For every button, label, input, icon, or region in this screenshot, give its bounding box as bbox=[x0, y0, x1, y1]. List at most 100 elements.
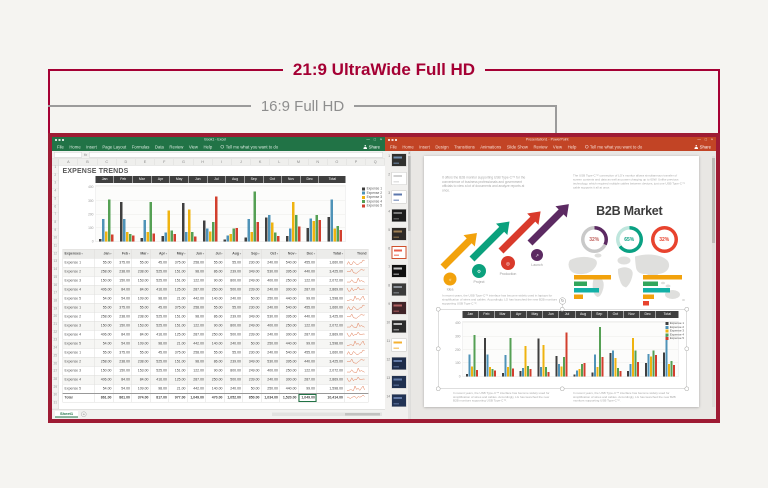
table-cell[interactable]: 349.00 bbox=[242, 312, 262, 322]
table-cell[interactable]: 98.00 bbox=[150, 294, 169, 304]
table-cell[interactable]: 300.00 bbox=[279, 330, 299, 340]
table-cell[interactable]: 300.00 bbox=[279, 375, 299, 385]
table-cell[interactable]: 1,052.00 bbox=[224, 392, 243, 403]
table-header-sep[interactable]: Sep ▾ bbox=[242, 249, 262, 259]
table-cell[interactable]: 125.00 bbox=[168, 330, 188, 340]
table-cell[interactable]: 122.00 bbox=[298, 321, 317, 331]
table-cell[interactable]: 525.00 bbox=[150, 366, 169, 376]
row-header-13[interactable]: 13 bbox=[52, 260, 59, 268]
table-cell[interactable]: 440.00 bbox=[279, 339, 299, 349]
table-cell[interactable]: 240.00 bbox=[261, 348, 280, 358]
table-cell[interactable]: 1,660.00 bbox=[316, 258, 345, 268]
table-cell[interactable]: 400.00 bbox=[261, 321, 280, 331]
row-header-4[interactable]: 4 bbox=[52, 189, 59, 197]
table-cell[interactable]: Expense 4 bbox=[62, 375, 95, 385]
table-cell[interactable]: 395.00 bbox=[279, 267, 299, 277]
scroll-up-icon[interactable]: ▲ bbox=[408, 151, 411, 155]
table-header-aug[interactable]: Aug ▾ bbox=[224, 249, 243, 259]
row-header-10[interactable]: 10 bbox=[52, 236, 59, 245]
table-cell[interactable]: 21.00 bbox=[168, 339, 188, 349]
filter-arrow-icon[interactable]: ▾ bbox=[128, 252, 130, 256]
table-cell[interactable]: 258.00 bbox=[94, 357, 114, 367]
table-cell[interactable]: 153.00 bbox=[131, 366, 151, 376]
slide-thumbnail-2[interactable]: 2 bbox=[385, 171, 411, 190]
table-cell[interactable]: 500.00 bbox=[224, 375, 243, 385]
table-cell[interactable]: 54.00 bbox=[113, 339, 132, 349]
row-header-14[interactable]: 14 bbox=[52, 268, 59, 276]
table-cell[interactable]: 239.00 bbox=[242, 285, 262, 295]
table-cell[interactable]: 440.00 bbox=[298, 312, 317, 322]
table-cell[interactable]: 98.00 bbox=[187, 267, 206, 277]
slide-thumbnail-14[interactable]: 14 bbox=[385, 393, 411, 412]
table-cell[interactable]: 84.00 bbox=[131, 330, 151, 340]
table-cell[interactable]: 800.00 bbox=[224, 321, 243, 331]
table-cell[interactable]: 140.00 bbox=[205, 384, 225, 394]
table-cell[interactable]: 55.00 bbox=[205, 303, 225, 313]
table-cell[interactable]: 55.00 bbox=[131, 258, 151, 268]
table-cell[interactable]: 151.00 bbox=[168, 357, 188, 367]
selection-handle[interactable] bbox=[560, 307, 565, 312]
table-cell[interactable]: 375.00 bbox=[168, 258, 188, 268]
table-cell[interactable]: 55.00 bbox=[131, 348, 151, 358]
table-cell[interactable]: 258.00 bbox=[94, 312, 114, 322]
table-cell[interactable]: 84.00 bbox=[131, 285, 151, 295]
table-cell[interactable]: 800.00 bbox=[224, 276, 243, 286]
selection-handle[interactable] bbox=[436, 307, 441, 312]
table-header-nov[interactable]: Nov ▾ bbox=[279, 249, 299, 259]
table-cell[interactable]: 540.00 bbox=[279, 258, 299, 268]
column-header-D[interactable]: D bbox=[117, 159, 136, 165]
table-cell[interactable]: 1,049.00 bbox=[187, 392, 206, 403]
table-cell[interactable]: 3,425.00 bbox=[316, 357, 345, 367]
table-cell[interactable]: 125.00 bbox=[168, 285, 188, 295]
slide-thumbnail-4[interactable]: 4 bbox=[385, 208, 411, 227]
table-cell[interactable]: 1,049.00 bbox=[298, 392, 317, 403]
table-cell[interactable]: 239.00 bbox=[242, 375, 262, 385]
menu-item-home[interactable]: Home bbox=[402, 144, 414, 150]
table-cell[interactable]: Expense 4 bbox=[62, 330, 95, 340]
table-cell[interactable]: 500.00 bbox=[224, 285, 243, 295]
table-cell[interactable]: 1,520.00 bbox=[279, 392, 299, 403]
table-cell[interactable]: 1,598.00 bbox=[316, 384, 345, 394]
table-cell[interactable]: 238.00 bbox=[131, 312, 151, 322]
table-cell[interactable]: 500.00 bbox=[224, 330, 243, 340]
slide-canvas[interactable]: It offers the B2B monitor supporting USB… bbox=[424, 156, 699, 407]
filter-arrow-icon[interactable]: ▾ bbox=[146, 252, 149, 256]
table-cell[interactable]: 2,072.00 bbox=[316, 366, 345, 376]
table-header-total[interactable]: Total ▾ bbox=[316, 249, 345, 259]
table-cell[interactable]: 525.00 bbox=[150, 267, 169, 277]
row-header-8[interactable]: 8 bbox=[52, 220, 59, 229]
table-cell[interactable]: 440.00 bbox=[279, 294, 299, 304]
table-cell[interactable]: 239.00 bbox=[242, 330, 262, 340]
table-header-mar[interactable]: Mar ▾ bbox=[131, 249, 151, 259]
menu-item-animations[interactable]: Animations bbox=[480, 144, 502, 150]
table-cell[interactable]: 250.00 bbox=[205, 375, 225, 385]
table-cell[interactable]: 258.00 bbox=[187, 303, 206, 313]
table-cell[interactable]: 99.00 bbox=[298, 294, 317, 304]
table-cell[interactable]: 153.00 bbox=[131, 321, 151, 331]
table-cell[interactable]: 861.00 bbox=[94, 392, 114, 403]
table-cell[interactable]: 109.00 bbox=[131, 339, 151, 349]
table-cell[interactable]: 55.00 bbox=[131, 303, 151, 313]
table-cell[interactable]: 375.00 bbox=[113, 258, 132, 268]
table-cell[interactable]: 122.00 bbox=[187, 276, 206, 286]
table-cell[interactable]: 287.00 bbox=[187, 285, 206, 295]
menu-item-insert[interactable]: Insert bbox=[419, 144, 430, 150]
table-cell[interactable]: 250.00 bbox=[279, 276, 299, 286]
table-cell[interactable]: 530.00 bbox=[261, 357, 280, 367]
column-header-M[interactable]: M bbox=[289, 159, 309, 165]
table-cell[interactable]: 400.00 bbox=[261, 366, 280, 376]
table-cell[interactable]: Expense 2 bbox=[62, 312, 95, 322]
table-cell[interactable]: 250.00 bbox=[205, 285, 225, 295]
table-cell[interactable]: 455.00 bbox=[298, 258, 317, 268]
table-cell[interactable]: 54.00 bbox=[94, 294, 114, 304]
table-cell[interactable]: 150.00 bbox=[113, 276, 132, 286]
table-cell[interactable]: 406.00 bbox=[94, 285, 114, 295]
menu-item-file[interactable]: File bbox=[57, 144, 64, 150]
table-cell[interactable]: 525.00 bbox=[150, 276, 169, 286]
table-cell[interactable]: 50.00 bbox=[242, 339, 262, 349]
table-cell[interactable]: 90.00 bbox=[205, 366, 225, 376]
table-cell[interactable]: 817.00 bbox=[150, 392, 169, 403]
menu-item-view[interactable]: View bbox=[188, 144, 198, 150]
table-header-may[interactable]: May ▾ bbox=[168, 249, 188, 259]
table-cell[interactable]: Expense 5 bbox=[62, 339, 95, 349]
